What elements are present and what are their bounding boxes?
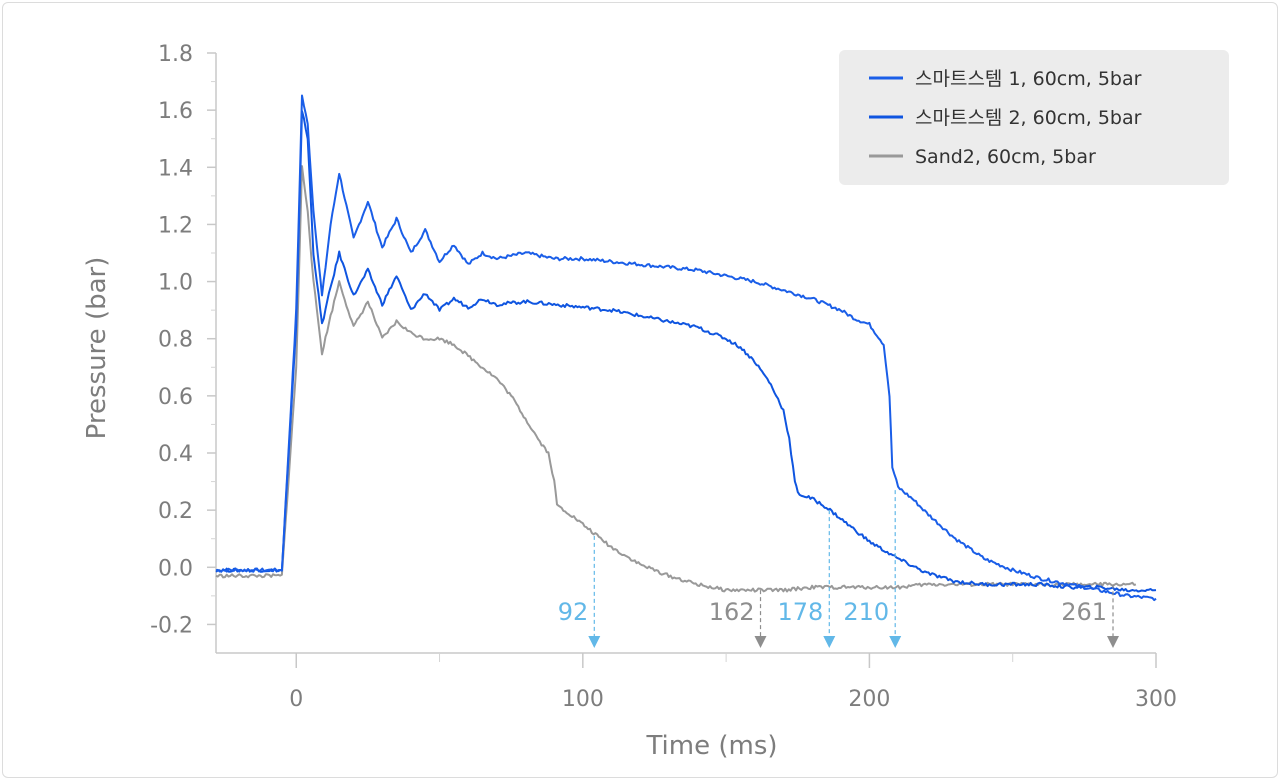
y-tick-label: 0.2 xyxy=(158,499,193,524)
series-layer xyxy=(215,94,1157,602)
y-tick-label: 0.4 xyxy=(158,442,193,467)
y-ticks: -0.2 0.0 0.2 0.4 0.6 0.8 1.0 1.2 1.4 1.6 1.8 xyxy=(150,42,216,638)
grid-and-axes xyxy=(215,53,1156,654)
annotation-label: 92 xyxy=(558,598,589,626)
series-smartstem-2-line xyxy=(215,110,1157,593)
legend-label-3: Sand2, 60cm, 5bar xyxy=(915,146,1096,168)
y-tick-label: 1.6 xyxy=(158,99,193,124)
annotation-label: 210 xyxy=(843,598,889,626)
x-tick-label: 200 xyxy=(848,687,890,712)
annotation-label: 178 xyxy=(777,598,823,626)
legend-label-2: 스마트스템 2, 60cm, 5bar xyxy=(915,107,1142,129)
y-axis-title: Pressure (bar) xyxy=(82,257,112,440)
x-tick-label: 0 xyxy=(289,687,303,712)
y-tick-label: 0.8 xyxy=(158,328,193,353)
legend: 스마트스템 1, 60cm, 5bar 스마트스템 2, 60cm, 5bar … xyxy=(839,50,1229,185)
annotation-arrow-icon xyxy=(754,636,767,648)
annotation-label: 261 xyxy=(1061,598,1107,626)
annotation-arrow-icon xyxy=(889,636,902,648)
y-tick-label: 1.8 xyxy=(158,42,193,67)
y-tick-label: 0.6 xyxy=(158,385,193,410)
annotation-label: 162 xyxy=(709,598,755,626)
annotation-arrow-icon xyxy=(588,636,601,648)
x-tick-label: 300 xyxy=(1135,687,1177,712)
y-tick-label: 1.2 xyxy=(158,213,193,238)
annotation-arrow-icon xyxy=(823,636,836,648)
x-ticks: 0 100 200 300 xyxy=(289,653,1177,712)
y-tick-label: -0.2 xyxy=(150,613,193,638)
y-tick-label: 1.0 xyxy=(158,271,193,296)
y-tick-label: 0.0 xyxy=(158,556,193,581)
y-tick-label: 1.4 xyxy=(158,156,193,181)
series-sand2-line xyxy=(215,165,1137,593)
annotation-layer: 92 162 178 210 261 xyxy=(558,490,1120,648)
series-smartstem-1-line xyxy=(215,94,1157,602)
annotation-arrow-icon xyxy=(1107,636,1120,648)
legend-box xyxy=(839,50,1229,185)
x-tick-label: 100 xyxy=(562,687,604,712)
x-axis-title: Time (ms) xyxy=(645,731,777,761)
legend-label-1: 스마트스템 1, 60cm, 5bar xyxy=(915,68,1142,90)
